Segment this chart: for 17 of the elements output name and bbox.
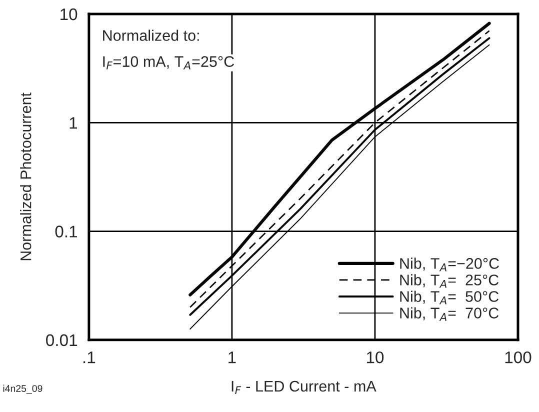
legend-label: Nib, T$_{A}$= 50°C (400, 290, 499, 304)
x-tick-label: .1 (84, 352, 96, 364)
y-tick-label: 0.01 (46, 334, 78, 346)
y-tick-label: 0.1 (55, 226, 78, 238)
x-tick-label: 10 (366, 351, 384, 364)
legend-label: Nib, T$_{A}$= 25°C (400, 274, 499, 288)
x-tick-label: 100 (505, 351, 532, 364)
legend-label: Nib, T$_{A}$= 70°C (400, 307, 499, 321)
text: i4n25_09 (3, 384, 42, 394)
x-tick-label: 1 (228, 352, 236, 364)
y-tick-label: 10 (60, 8, 78, 20)
y-tick-label: 1 (70, 117, 78, 129)
legend-label: Nib, T$_{A}$=−20°C (400, 258, 499, 272)
annotation: I$_{F}$=10 mA, T$_{A}$=25°C (103, 56, 234, 70)
annotation: Normalized to: (103, 30, 199, 41)
x-axis-title: I$_{F}$ - LED Current - mA (232, 380, 376, 394)
y-axis-title: Normalized Photocurrent (20, 92, 32, 260)
